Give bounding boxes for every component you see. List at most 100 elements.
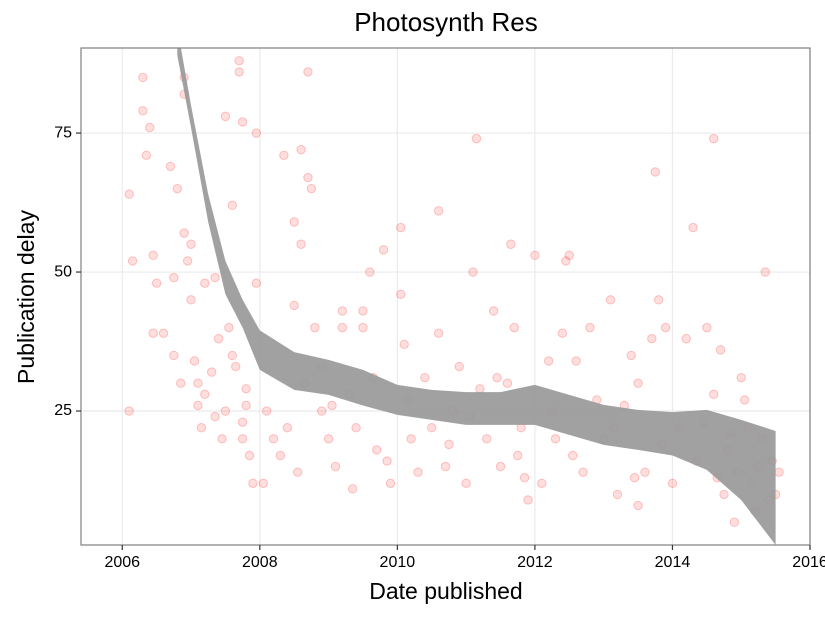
y-tick-label: 25 [54, 402, 72, 419]
point [169, 350, 179, 361]
point [241, 384, 251, 394]
point [681, 334, 691, 344]
point [124, 189, 134, 199]
point [471, 133, 482, 144]
point [365, 267, 375, 277]
point [440, 461, 451, 472]
point [612, 489, 623, 500]
point [124, 406, 134, 416]
point [492, 372, 502, 383]
point [568, 450, 578, 461]
point [213, 334, 224, 344]
point [557, 328, 568, 338]
point [206, 367, 217, 377]
point [378, 245, 389, 255]
point [317, 406, 327, 416]
point [396, 222, 406, 233]
x-tick-label: 2010 [380, 554, 416, 571]
point [237, 117, 248, 127]
point [396, 289, 406, 299]
point [251, 278, 262, 288]
point [629, 473, 640, 483]
point [169, 272, 179, 283]
point [296, 145, 306, 155]
point [605, 295, 616, 305]
point [176, 378, 186, 388]
point [667, 478, 678, 488]
point [506, 239, 516, 249]
point [148, 328, 158, 338]
point [578, 467, 588, 477]
point [760, 267, 770, 277]
x-tick-label: 2012 [517, 554, 553, 571]
point [241, 400, 251, 411]
point [688, 222, 698, 233]
point [660, 322, 671, 333]
point [268, 434, 279, 444]
point [488, 306, 499, 316]
point [182, 256, 193, 266]
y-tick-label: 50 [54, 263, 72, 280]
point [502, 378, 513, 388]
point [385, 478, 396, 488]
point [454, 361, 464, 372]
point [351, 422, 361, 433]
point [234, 67, 244, 77]
point [145, 122, 155, 133]
point [210, 272, 220, 283]
point [127, 256, 138, 266]
point [461, 478, 471, 488]
point [234, 56, 244, 66]
point [193, 400, 203, 411]
point [248, 478, 258, 488]
point [237, 434, 248, 444]
point [138, 106, 148, 116]
point [585, 322, 595, 333]
point [702, 322, 712, 333]
point [141, 150, 152, 160]
point [289, 217, 299, 227]
point [193, 378, 203, 388]
point [413, 467, 423, 477]
x-tick-label: 2016 [792, 554, 825, 571]
point [427, 422, 437, 433]
point [210, 411, 220, 422]
point [189, 356, 200, 366]
point [244, 450, 255, 461]
point [261, 406, 272, 416]
point [148, 250, 158, 261]
point [358, 322, 368, 333]
point [475, 384, 485, 394]
point [275, 450, 286, 461]
point [231, 361, 241, 372]
point [200, 278, 210, 288]
point [358, 306, 368, 316]
point [633, 500, 643, 511]
point [310, 322, 320, 333]
point [420, 372, 430, 383]
point [251, 128, 262, 138]
point [200, 389, 210, 400]
point [495, 461, 506, 472]
point [513, 450, 523, 461]
point [165, 161, 176, 172]
point [237, 417, 248, 427]
point [303, 172, 313, 183]
point [347, 484, 358, 494]
point [709, 389, 719, 400]
point [282, 422, 293, 433]
smooth-band [177, 48, 776, 545]
point [227, 350, 238, 361]
point [729, 517, 740, 527]
point [739, 395, 750, 405]
point [323, 434, 334, 444]
point [650, 167, 660, 177]
point [433, 328, 444, 338]
point [530, 250, 540, 261]
point [306, 183, 317, 194]
point [258, 478, 268, 488]
point [444, 439, 454, 450]
point [561, 256, 571, 266]
point [519, 473, 530, 483]
